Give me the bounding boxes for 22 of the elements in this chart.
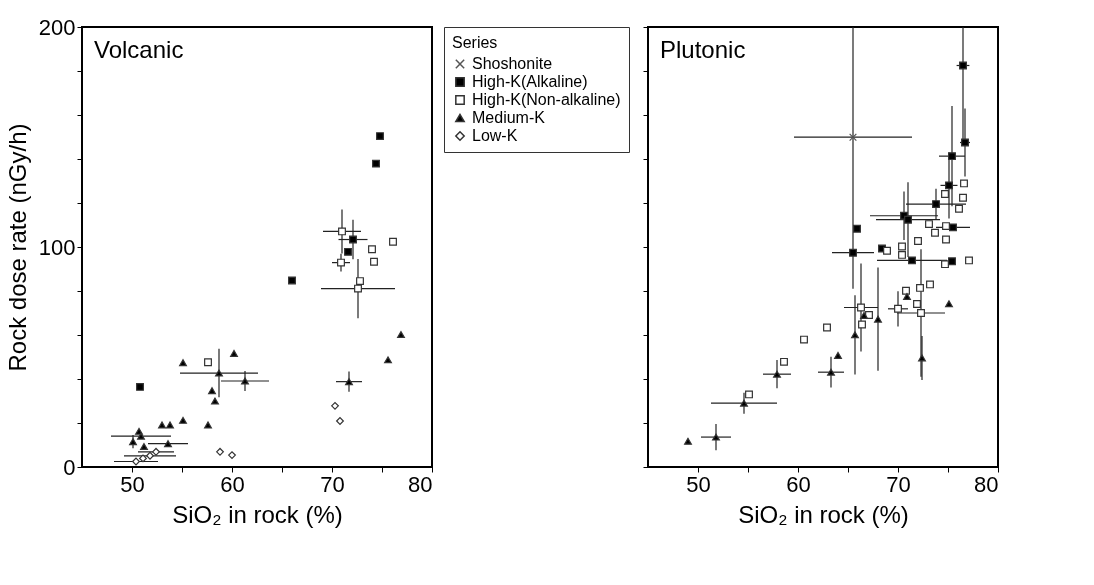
legend-label: High-K(Alkaline): [472, 73, 588, 90]
legend-label: Shoshonite: [472, 55, 553, 72]
y-tick-label: 200: [38, 14, 76, 40]
x-axis-title: SiO₂ in rock (%): [172, 500, 343, 528]
legend-label: Medium-K: [472, 109, 546, 126]
x-tick-label: 80: [408, 471, 433, 497]
x-tick-label: 80: [974, 471, 999, 497]
x-tick-label: 70: [886, 471, 911, 497]
x-tick-label: 70: [320, 471, 345, 497]
chart-title: Volcanic: [94, 36, 184, 63]
x-tick-label: 50: [686, 471, 711, 497]
x-tick-label: 60: [786, 471, 811, 497]
x-tick-label: 60: [220, 471, 245, 497]
legend-title: Series: [452, 34, 498, 51]
x-tick-label: 50: [120, 471, 145, 497]
y-tick-label: 100: [38, 234, 76, 260]
y-tick-label: 0: [63, 454, 76, 480]
y-axis-title: Rock dose rate (nGy/h): [3, 123, 31, 372]
legend-label: High-K(Non-alkaline): [472, 91, 621, 108]
legend-label: Low-K: [472, 127, 518, 144]
chart-title: Plutonic: [660, 36, 746, 63]
x-axis-title: SiO₂ in rock (%): [738, 500, 909, 528]
